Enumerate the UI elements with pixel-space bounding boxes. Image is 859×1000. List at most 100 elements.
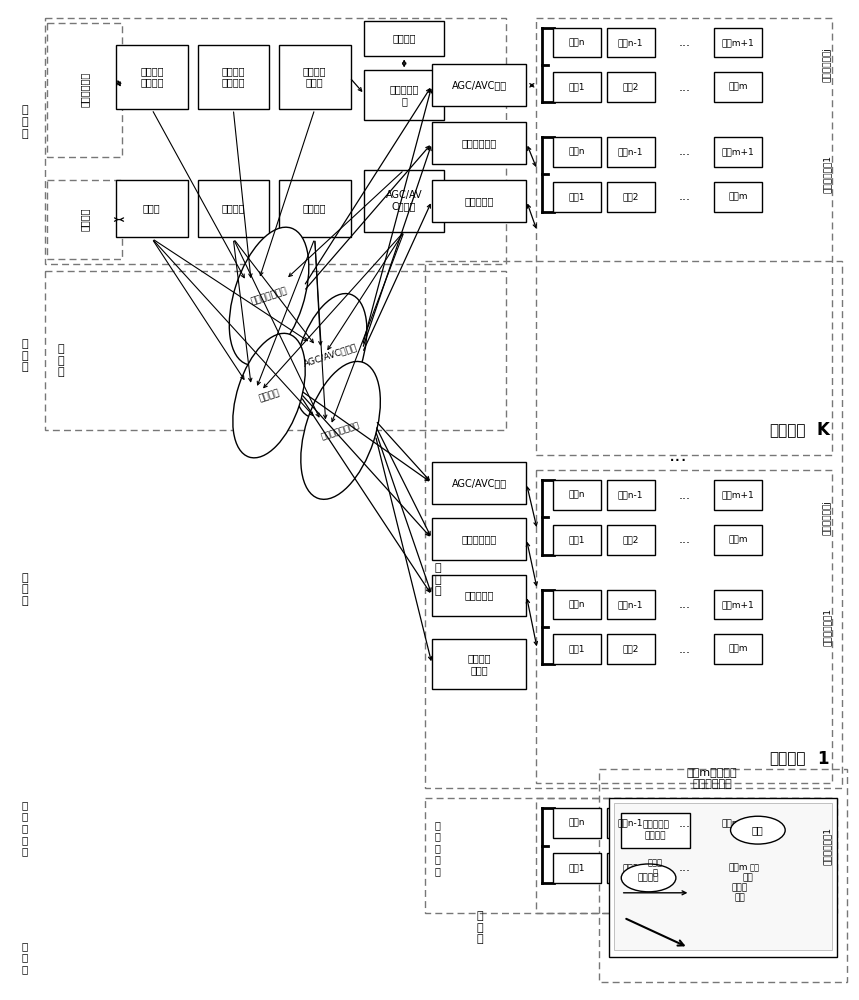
Bar [606, 589, 655, 619]
Text: 子阵n: 子阵n [569, 147, 585, 156]
Bar [606, 137, 655, 167]
Text: 子阵m: 子阵m [728, 645, 747, 654]
Text: ...: ... [679, 190, 691, 203]
Bar [364, 70, 444, 120]
Bar [553, 853, 601, 883]
Text: 网
络
层: 网 络 层 [21, 339, 28, 372]
Bar [714, 808, 762, 838]
Text: 远动机: 远动机 [143, 204, 161, 214]
Text: 分区远动机: 分区远动机 [465, 590, 494, 600]
Text: 天气预报
服务器: 天气预报 服务器 [303, 66, 326, 88]
Bar [364, 170, 444, 232]
Bar [536, 18, 832, 455]
Text: 光伏子阵环网1: 光伏子阵环网1 [823, 155, 832, 193]
Bar [714, 634, 762, 664]
Bar [714, 480, 762, 510]
Ellipse shape [621, 864, 676, 892]
Bar [553, 480, 601, 510]
Text: 子阵2: 子阵2 [623, 645, 639, 654]
Text: 工程师站: 工程师站 [303, 204, 326, 214]
Text: 子阵n-1: 子阵n-1 [618, 38, 643, 47]
Text: 子阵n: 子阵n [569, 38, 585, 47]
Bar [45, 271, 507, 430]
Text: ...: ... [679, 861, 691, 874]
Bar [279, 45, 350, 109]
Text: ...: ... [679, 817, 691, 830]
Text: 子阵m+1: 子阵m+1 [722, 819, 754, 828]
Ellipse shape [730, 816, 785, 844]
Bar [714, 28, 762, 57]
Text: 子阵m+1: 子阵m+1 [722, 38, 754, 47]
Text: 子
阵
环
网
层: 子 阵 环 网 层 [435, 820, 441, 876]
Text: 子阵2: 子阵2 [623, 192, 639, 201]
Bar [432, 122, 527, 164]
Text: 箱变变
换: 箱变变 换 [648, 858, 663, 878]
Text: 子阵2: 子阵2 [623, 83, 639, 92]
Text: 子阵1: 子阵1 [569, 83, 585, 92]
Ellipse shape [233, 333, 305, 458]
Text: 测控: 测控 [742, 873, 753, 882]
Text: 子阵1: 子阵1 [569, 535, 585, 544]
Text: ...: ... [679, 643, 691, 656]
Text: 分区监控后台: 分区监控后台 [461, 138, 497, 148]
Text: 光功率预
测工作站: 光功率预 测工作站 [222, 66, 245, 88]
Text: 子阵m一体化装
置功能结构图: 子阵m一体化装 置功能结构图 [687, 768, 738, 789]
Bar [614, 803, 832, 950]
Text: 光伏子阵环网j: 光伏子阵环网j [823, 47, 832, 82]
Bar [553, 182, 601, 212]
Bar [606, 634, 655, 664]
Text: AGC/AVC数据网: AGC/AVC数据网 [302, 343, 359, 369]
Text: 子
阵
环
网
层: 子 阵 环 网 层 [21, 800, 27, 856]
Text: ...: ... [679, 489, 691, 502]
Bar [553, 28, 601, 57]
Bar [606, 525, 655, 555]
Bar [599, 768, 847, 982]
Text: 子阵n-1: 子阵n-1 [618, 491, 643, 500]
Text: 子阵m: 子阵m [728, 192, 747, 201]
Bar [45, 18, 507, 264]
Text: 分区远动机: 分区远动机 [465, 196, 494, 206]
Bar [279, 180, 350, 237]
Text: 子阵2: 子阵2 [623, 535, 639, 544]
Bar [432, 639, 527, 689]
Bar [714, 137, 762, 167]
Text: AGC/AVC子站: AGC/AVC子站 [452, 80, 507, 90]
Text: 光伏子阵环网j: 光伏子阵环网j [823, 500, 832, 535]
Text: 分区监控后台: 分区监控后台 [461, 534, 497, 544]
Bar [432, 575, 527, 616]
Text: 子阵m: 子阵m [728, 863, 747, 872]
Text: 间
隔
层: 间 隔 层 [21, 573, 28, 606]
Text: 间
隔
层: 间 隔 层 [435, 563, 442, 596]
Text: 子阵n: 子阵n [569, 491, 585, 500]
Text: 子阵n: 子阵n [569, 600, 585, 609]
Bar [714, 182, 762, 212]
Bar [553, 589, 601, 619]
Ellipse shape [229, 227, 309, 365]
Bar [536, 470, 832, 783]
Text: 升压站保
护测控: 升压站保 护测控 [467, 653, 491, 675]
Text: ...: ... [679, 533, 691, 546]
Text: 子阵1: 子阵1 [569, 645, 585, 654]
Ellipse shape [301, 361, 381, 499]
Text: 子阵m+1: 子阵m+1 [722, 600, 754, 609]
Bar [432, 64, 527, 106]
Bar [606, 808, 655, 838]
Bar [553, 808, 601, 838]
Bar [553, 72, 601, 102]
Bar [621, 813, 691, 848]
Bar [714, 589, 762, 619]
Text: ...: ... [679, 81, 691, 94]
Bar [432, 180, 527, 222]
Text: K: K [817, 421, 830, 439]
Bar [364, 21, 444, 56]
Text: 子阵m: 子阵m [728, 83, 747, 92]
Text: 监控后台: 监控后台 [222, 204, 245, 214]
Bar [606, 72, 655, 102]
Text: ...: ... [679, 598, 691, 611]
Text: 调度主站: 调度主站 [79, 208, 89, 231]
Bar [609, 798, 838, 957]
Text: 子
阵
层: 子 阵 层 [477, 911, 483, 944]
Text: AGC/AV
C服务器: AGC/AV C服务器 [386, 190, 423, 211]
Text: ...: ... [669, 446, 688, 465]
Bar [47, 180, 122, 259]
